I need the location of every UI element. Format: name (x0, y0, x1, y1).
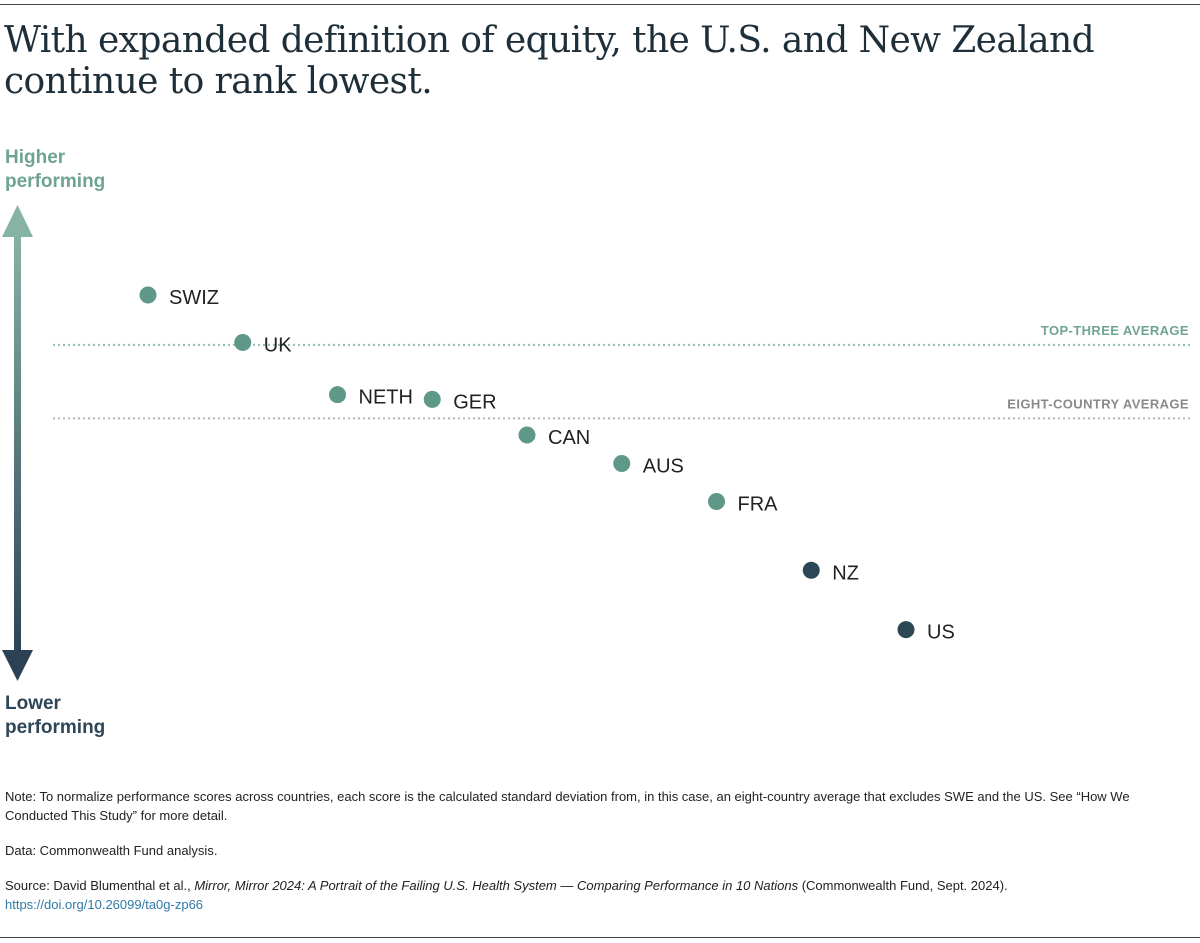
top-rule (0, 4, 1200, 5)
axis-label-lower-line2: performing (5, 717, 106, 738)
chart-notes: Note: To normalize performance scores ac… (5, 787, 1195, 914)
point-fra: FRA (708, 492, 779, 515)
axis-label-lower-line1: Lower (5, 693, 61, 714)
point-label-neth: NETH (359, 387, 413, 409)
chart-title: With expanded definition of equity, the … (4, 20, 1095, 102)
eight-country-average-label: EIGHT-COUNTRY AVERAGE (1007, 396, 1189, 411)
source-title: Mirror, Mirror 2024: A Portrait of the F… (194, 878, 799, 893)
point-swiz: SWIZ (139, 286, 219, 309)
point-can: CAN (518, 426, 590, 449)
point-dot-neth (329, 386, 346, 404)
point-label-can: CAN (548, 427, 590, 449)
point-dot-aus (613, 454, 631, 472)
point-label-swiz: SWIZ (169, 287, 219, 309)
point-neth: NETH (329, 386, 413, 409)
point-dot-fra (708, 492, 725, 510)
axis-label-lower: Lower performing (5, 692, 105, 740)
point-us: US (897, 621, 955, 644)
point-nz: NZ (802, 561, 859, 584)
point-dot-ger (423, 390, 441, 408)
point-label-fra: FRA (738, 493, 779, 515)
doi-link[interactable]: https://doi.org/10.26099/ta0g-zp66 (5, 897, 204, 912)
data-text: Data: Commonwealth Fund analysis. (5, 843, 218, 858)
point-label-uk: UK (264, 334, 292, 356)
data-points: SWIZ UK NETH GER CAN AUS FRA NZ US (139, 286, 955, 644)
point-dot-nz (802, 561, 820, 579)
point-dot-uk (234, 333, 252, 351)
point-label-nz: NZ (832, 562, 859, 584)
arrow-up-head (2, 205, 33, 237)
point-dot-can (518, 426, 536, 444)
point-label-us: US (927, 622, 955, 644)
axis-label-higher-line1: Higher (5, 147, 66, 168)
source-text: Source: David Blumenthal et al., Mirror,… (5, 876, 1195, 895)
arrow-down-head (2, 650, 33, 681)
reference-lines: TOP-THREE AVERAGE EIGHT-COUNTRY AVERAGE (53, 323, 1192, 420)
bottom-rule (0, 937, 1200, 938)
top-three-average-label: TOP-THREE AVERAGE (1041, 323, 1189, 338)
point-dot-us (897, 621, 915, 639)
arrow-shaft (14, 232, 21, 656)
point-ger: GER (423, 390, 497, 413)
note-text: Note: To normalize performance scores ac… (5, 789, 1130, 823)
point-label-ger: GER (453, 391, 496, 413)
point-uk: UK (234, 333, 292, 356)
point-aus: AUS (613, 454, 684, 477)
axis-label-higher-line2: performing (5, 171, 106, 192)
axis-label-higher: Higher performing (5, 146, 105, 194)
source-prefix: Source: David Blumenthal et al., (5, 878, 195, 893)
point-label-aus: AUS (643, 455, 684, 477)
point-dot-swiz (139, 286, 157, 304)
performance-arrow (2, 205, 33, 681)
source-suffix: (Commonwealth Fund, Sept. 2024). (798, 878, 1008, 893)
